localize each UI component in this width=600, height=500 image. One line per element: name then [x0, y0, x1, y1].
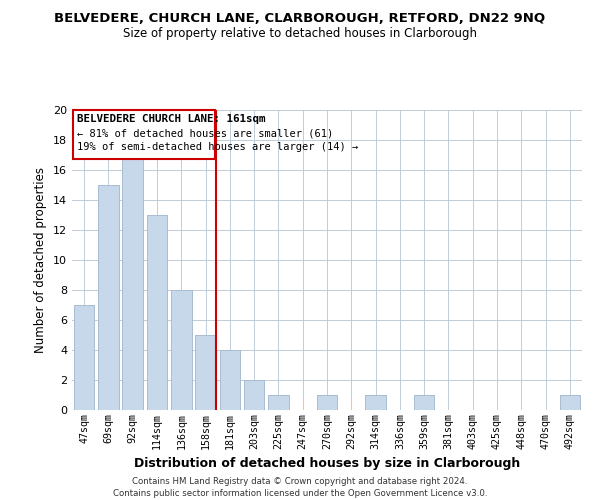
Text: BELVEDERE CHURCH LANE: 161sqm: BELVEDERE CHURCH LANE: 161sqm: [77, 114, 265, 124]
Bar: [122, 155, 143, 410]
Bar: [244, 380, 265, 410]
Bar: [365, 395, 386, 410]
Bar: [268, 395, 289, 410]
Text: Size of property relative to detached houses in Clarborough: Size of property relative to detached ho…: [123, 28, 477, 40]
Text: 19% of semi-detached houses are larger (14) →: 19% of semi-detached houses are larger (…: [77, 142, 358, 152]
Bar: [74, 305, 94, 410]
Bar: [414, 395, 434, 410]
Y-axis label: Number of detached properties: Number of detached properties: [34, 167, 47, 353]
Bar: [317, 395, 337, 410]
Bar: [146, 215, 167, 410]
Bar: [98, 185, 119, 410]
FancyBboxPatch shape: [73, 110, 215, 159]
Bar: [560, 395, 580, 410]
Text: BELVEDERE, CHURCH LANE, CLARBOROUGH, RETFORD, DN22 9NQ: BELVEDERE, CHURCH LANE, CLARBOROUGH, RET…: [55, 12, 545, 26]
X-axis label: Distribution of detached houses by size in Clarborough: Distribution of detached houses by size …: [134, 457, 520, 470]
Text: Contains public sector information licensed under the Open Government Licence v3: Contains public sector information licen…: [113, 489, 487, 498]
Text: ← 81% of detached houses are smaller (61): ← 81% of detached houses are smaller (61…: [77, 128, 333, 138]
Bar: [195, 335, 216, 410]
Bar: [171, 290, 191, 410]
Bar: [220, 350, 240, 410]
Text: Contains HM Land Registry data © Crown copyright and database right 2024.: Contains HM Land Registry data © Crown c…: [132, 478, 468, 486]
